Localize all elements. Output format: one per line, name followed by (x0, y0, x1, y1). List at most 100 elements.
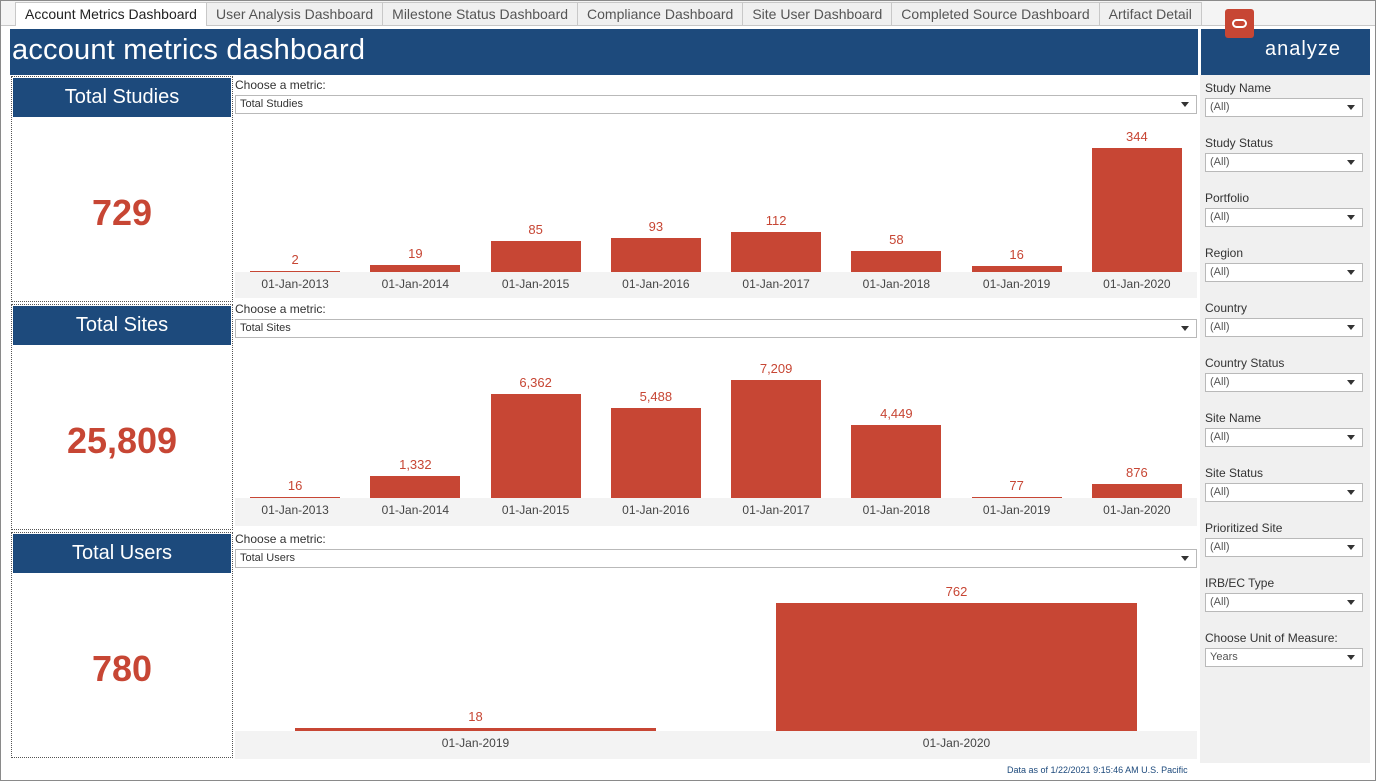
x-tick-label: 01-Jan-2017 (742, 277, 810, 291)
filter-label: Country Status (1205, 356, 1285, 370)
chevron-down-icon (1347, 215, 1355, 220)
tab-user-analysis[interactable]: User Analysis Dashboard (206, 2, 384, 25)
tab-site-user[interactable]: Site User Dashboard (743, 2, 893, 25)
filter-dropdown-value: (All) (1210, 321, 1230, 333)
chart-bar[interactable] (731, 231, 822, 272)
chart-bar[interactable] (610, 238, 701, 272)
tab-compliance[interactable]: Compliance Dashboard (578, 2, 744, 25)
x-tick-label: 01-Jan-2016 (622, 277, 690, 291)
chart-bar[interactable] (250, 271, 341, 272)
chart-bar[interactable] (731, 380, 822, 498)
chevron-down-icon (1347, 325, 1355, 330)
chevron-down-icon (1347, 545, 1355, 550)
filter-dropdown-value: (All) (1210, 101, 1230, 113)
chart-bar[interactable] (851, 251, 942, 272)
bar-value-label: 762 (945, 584, 968, 599)
chevron-down-icon (1347, 270, 1355, 275)
metric-label: Choose a metric: (235, 532, 326, 546)
kpi-total-studies: Total Studies 729 (11, 76, 233, 302)
x-tick-label: 01-Jan-2020 (1103, 277, 1171, 291)
chart-studies: 2 01-Jan-2013 19 01-Jan-2014 85 01-Jan-2015 93… (235, 122, 1197, 298)
kpi-label: Total Users (13, 534, 231, 573)
tab-completed-source[interactable]: Completed Source Dashboard (892, 2, 1100, 25)
x-tick-label: 01-Jan-2020 (1103, 503, 1171, 517)
chart-bar[interactable] (851, 425, 942, 498)
filter-label: Country (1205, 301, 1248, 315)
filter-label: Prioritized Site (1205, 521, 1283, 535)
x-tick-label: 01-Jan-2018 (862, 277, 931, 291)
bar-value-label: 112 (765, 212, 787, 228)
kpi-value: 780 (91, 648, 153, 689)
chart-bar[interactable] (490, 393, 581, 498)
filter-dropdown[interactable]: (All) (1205, 208, 1363, 227)
bar-value-label: 344 (1126, 129, 1148, 144)
chart-bar[interactable] (1091, 148, 1182, 272)
x-tick-label: 01-Jan-2017 (742, 503, 810, 517)
chart-users: 18 01-Jan-2019 762 01-Jan-2020 (235, 577, 1197, 759)
chart-bar[interactable] (610, 408, 701, 498)
x-tick-label: 01-Jan-2019 (982, 277, 1051, 291)
chart-bar[interactable] (370, 476, 461, 498)
filter-dropdown-value: (All) (1210, 431, 1230, 443)
chevron-down-icon (1347, 655, 1355, 660)
bar-value-label: 16 (287, 478, 303, 493)
bar-value-label: 7,209 (759, 361, 793, 376)
metric-dropdown-studies[interactable]: Total Studies (235, 95, 1197, 114)
chevron-down-icon (1347, 600, 1355, 605)
chart-bar[interactable] (250, 497, 341, 498)
filter-label: Study Name (1205, 81, 1272, 95)
tab-account-metrics[interactable]: Account Metrics Dashboard (15, 2, 207, 26)
chevron-down-icon (1347, 490, 1355, 495)
filter-dropdown[interactable]: (All) (1205, 318, 1363, 337)
x-tick-label: 01-Jan-2019 (982, 503, 1051, 517)
chart-sites: 16 01-Jan-2013 1,332 01-Jan-2014 6,362 01-Jan… (235, 354, 1197, 526)
x-tick-label: 01-Jan-2013 (261, 277, 329, 291)
kpi-total-sites: Total Sites 25,809 (11, 304, 233, 530)
filter-label: Site Name (1205, 411, 1262, 425)
filter-dropdown[interactable]: (All) (1205, 593, 1363, 612)
filter-dropdown[interactable]: (All) (1205, 373, 1363, 392)
filter-dropdown[interactable]: (All) (1205, 538, 1363, 557)
chart-bar[interactable] (776, 603, 1137, 731)
bar-value-label: 876 (1126, 464, 1148, 480)
filter-label: Site Status (1205, 466, 1264, 480)
oracle-ring-icon (1225, 9, 1254, 38)
x-axis-band (235, 498, 1197, 526)
filter-dropdown[interactable]: (All) (1205, 153, 1363, 172)
chart-bar[interactable] (295, 727, 656, 731)
filter-dropdown[interactable]: (All) (1205, 428, 1363, 447)
data-timestamp: Data as of 1/22/2021 9:15:46 AM U.S. Pac… (1007, 765, 1188, 775)
header-divider (1198, 29, 1201, 75)
chart-bar[interactable] (1091, 483, 1182, 498)
x-tick-label: 01-Jan-2016 (622, 503, 690, 517)
filter-dropdown[interactable]: (All) (1205, 98, 1363, 117)
bar-value-label: 16 (1009, 247, 1024, 263)
kpi-label: Total Sites (13, 306, 231, 345)
filter-dropdown[interactable]: (All) (1205, 263, 1363, 282)
chevron-down-icon (1347, 380, 1355, 385)
filter-dropdown-value: Years (1210, 651, 1238, 663)
bar-value-label: 77 (1009, 477, 1024, 493)
metric-label: Choose a metric: (235, 78, 326, 92)
filter-dropdown[interactable]: Years (1205, 648, 1363, 667)
metric-dropdown-value: Total Sites (240, 322, 291, 334)
filter-dropdown-value: (All) (1210, 266, 1230, 278)
x-axis-band (235, 272, 1197, 298)
tab-artifact-detail[interactable]: Artifact Detail (1099, 2, 1202, 25)
chart-bar[interactable] (971, 266, 1062, 272)
chart-bar[interactable] (490, 241, 581, 272)
chart-bar[interactable] (370, 265, 461, 272)
bar-value-label: 93 (648, 219, 664, 235)
chevron-down-icon (1347, 435, 1355, 440)
page-title: account metrics dashboard (12, 34, 366, 66)
metric-dropdown-sites[interactable]: Total Sites (235, 319, 1197, 338)
filter-dropdown[interactable]: (All) (1205, 483, 1363, 502)
chart-bar[interactable] (971, 496, 1062, 498)
x-tick-label: 01-Jan-2019 (441, 736, 510, 750)
kpi-value: 25,809 (66, 420, 178, 461)
tab-milestone-status[interactable]: Milestone Status Dashboard (383, 2, 579, 25)
filter-label: Study Status (1205, 136, 1274, 150)
filter-dropdown-value: (All) (1210, 211, 1230, 223)
metric-dropdown-users[interactable]: Total Users (235, 549, 1197, 568)
